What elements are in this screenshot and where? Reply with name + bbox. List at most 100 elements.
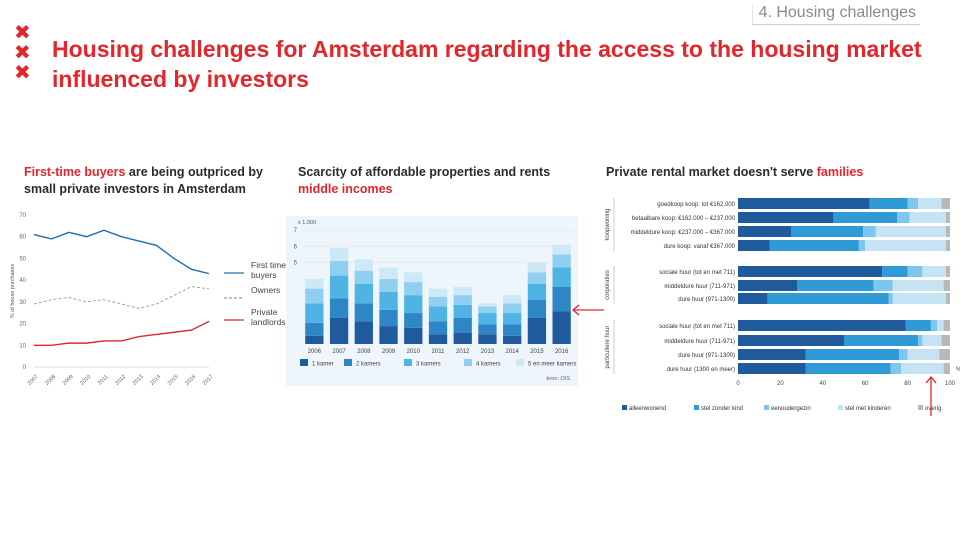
x-tick-label: 20 (777, 381, 784, 387)
hbar-segment-5-2 (797, 280, 874, 291)
hbar-segment-9-2 (805, 349, 900, 360)
row-label: dure huur (971-1300) (678, 353, 735, 359)
row-label: goedkoop koop: tot €162.000 (657, 202, 735, 208)
hbar-segment-6-3 (888, 293, 893, 304)
legend-swatch (404, 359, 412, 366)
hbar-segment-9-5 (939, 349, 950, 360)
row-label: betaalbare koop: €162.000 – €237.000 (632, 216, 736, 222)
hbar-segment-9-4 (907, 349, 940, 360)
hbar-segment-8-4 (922, 335, 942, 346)
legend-label: buyers (251, 270, 277, 280)
x-tick-label: 2015 (167, 374, 180, 387)
bar-segment-2011-1 (428, 334, 448, 344)
y-tick-label: 40 (19, 278, 26, 284)
x-tick-label: 100 (945, 381, 956, 387)
hbar-segment-9-1 (738, 349, 806, 360)
bar-segment-2010-3 (404, 295, 423, 314)
line-chart-purchases: % of house purchases 0 10 20 30 40 50 60 70 2007 2… (10, 213, 286, 387)
bar-segment-2006-4 (305, 288, 324, 304)
group-label: particuliere huur (605, 325, 611, 368)
row-label: dure koop: vanaf €367.000 (664, 244, 736, 250)
hbar-segment-0-3 (907, 198, 919, 209)
legend-label: stel zonder kind (701, 406, 743, 412)
legend-label: eenoudergezin (771, 406, 811, 412)
bar-segment-2014-2 (503, 324, 522, 336)
row-label: middeldure huur (711-971) (664, 284, 735, 290)
legend-label: landlords (251, 317, 286, 327)
hbar-segment-10-1 (738, 363, 806, 374)
bar-segment-2013-2 (478, 324, 497, 335)
hbar-segment-7-1 (738, 320, 906, 331)
x-unit-label: % (956, 367, 960, 373)
x-tick-label: 2011 (97, 374, 110, 387)
hbar-segment-7-5 (943, 320, 950, 331)
hbar-segment-6-4 (892, 293, 946, 304)
series-line-1 (33, 229, 210, 275)
x-tick-label: 2013 (481, 349, 495, 355)
bar-segment-2008-5 (354, 259, 373, 271)
x-tick-label: 2015 (530, 349, 544, 355)
bar-segment-2016-5 (552, 244, 571, 255)
legend-swatch (300, 359, 308, 366)
y-tick-label: 20 (19, 322, 26, 328)
legend-label: Owners (251, 285, 280, 295)
bar-segment-2013-5 (478, 303, 497, 307)
hbar-segment-5-3 (873, 280, 893, 291)
legend-label: First time (251, 260, 286, 270)
hbar-segment-0-4 (918, 198, 942, 209)
bar-segment-2011-3 (428, 306, 448, 322)
bar-segment-2008-3 (354, 283, 373, 304)
y-tick-label: 5 (294, 261, 298, 267)
legend-swatch (918, 405, 923, 410)
y-tick-label: 70 (19, 213, 26, 219)
bar-segment-2010-4 (404, 282, 423, 296)
legend-swatch (622, 405, 627, 410)
bar-segment-2014-5 (503, 295, 522, 304)
x-tick-label: 2014 (149, 374, 162, 387)
bar-segment-2015-4 (527, 272, 547, 284)
x-tick-label: 2007 (332, 349, 346, 355)
source-label: bron: OIS (546, 376, 570, 382)
bar-segment-2015-5 (527, 262, 547, 273)
hbar-segment-10-4 (901, 363, 944, 374)
panel3-title-highlight: families (816, 165, 864, 179)
x-tick-label: 2008 (44, 374, 57, 387)
bar-segment-2013-4 (478, 306, 497, 314)
y-tick-label: 0 (23, 365, 27, 371)
legend-swatch (464, 359, 472, 366)
y-tick-label: 60 (19, 235, 26, 241)
hbar-segment-6-1 (738, 293, 768, 304)
hbar-segment-0-5 (941, 198, 950, 209)
y-tick-label: 10 (19, 343, 26, 349)
x-tick-label: 2007 (27, 374, 40, 387)
y-tick-label: 7 (294, 228, 298, 234)
row-label: dure huur (971-1300) (678, 297, 735, 303)
legend-label: stel met kinderen (845, 406, 891, 412)
x-tick-label: 2009 (62, 374, 75, 387)
hbar-segment-8-5 (941, 335, 950, 346)
x-tick-label: 0 (736, 381, 740, 387)
x-tick-label: 2008 (357, 349, 371, 355)
hbar-segment-4-4 (922, 266, 946, 277)
hbar-segment-2-2 (791, 226, 864, 237)
hbar-segment-7-2 (905, 320, 931, 331)
x-tick-label: 60 (862, 381, 869, 387)
legend-label: 4 kamers (476, 362, 501, 368)
bar-segment-2010-2 (404, 313, 423, 328)
bar-segment-2015-2 (527, 300, 547, 318)
hbar-segment-6-5 (945, 293, 950, 304)
bar-segment-2014-1 (503, 335, 522, 344)
legend-label: alleenwonend (629, 406, 666, 412)
x-tick-label: 2009 (382, 349, 396, 355)
bar-segment-2006-5 (305, 278, 324, 289)
hbar-segment-5-5 (943, 280, 950, 291)
bar-segment-2007-2 (329, 298, 349, 318)
hbar-segment-8-1 (738, 335, 844, 346)
x-tick-label: 2016 (184, 374, 197, 387)
x-tick-label: 2016 (555, 349, 569, 355)
x-tick-label: 2017 (202, 374, 215, 387)
x-tick-label: 2006 (308, 349, 322, 355)
panel1-title: First-time buyers are being outpriced by… (24, 164, 294, 198)
y-axis-label: % of house purchases (10, 264, 16, 319)
hbar-segment-5-4 (892, 280, 944, 291)
